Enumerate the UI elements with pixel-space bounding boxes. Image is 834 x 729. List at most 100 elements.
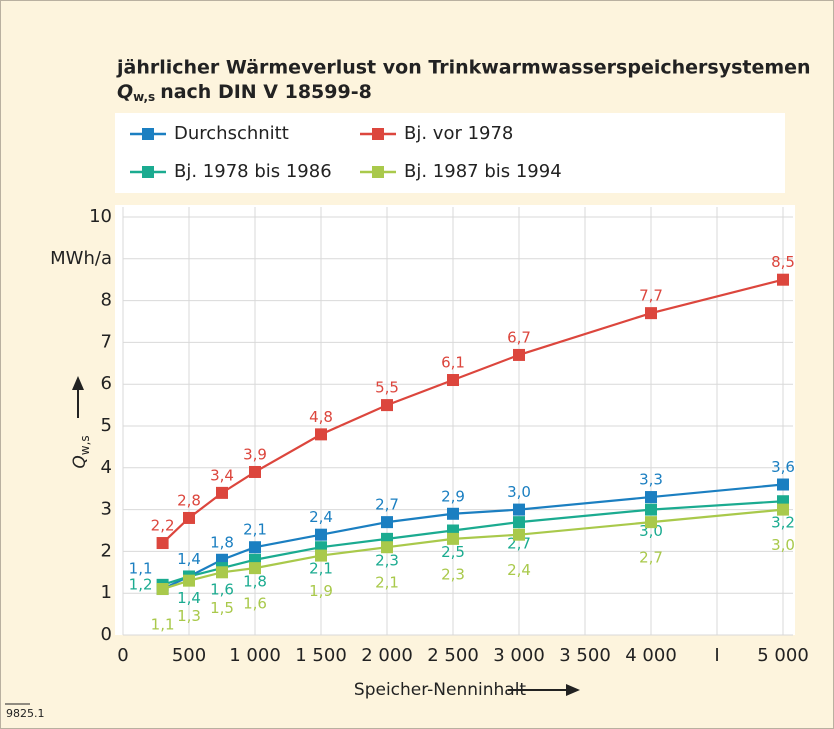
legend-marker — [372, 128, 384, 140]
value-label: 3,6 — [771, 458, 795, 476]
value-label: 1,2 — [129, 575, 153, 593]
value-label: 2,9 — [441, 487, 465, 505]
ylabel-symbol: Q — [70, 455, 90, 468]
value-label: 2,2 — [151, 517, 175, 535]
data-marker — [249, 562, 261, 575]
y-tick-label: 6 — [101, 373, 112, 394]
value-label: 2,1 — [375, 574, 399, 592]
data-marker — [156, 583, 169, 596]
value-label: 1,3 — [177, 607, 201, 625]
value-label: 2,3 — [375, 551, 399, 569]
y-tick-label: 7 — [101, 331, 112, 352]
value-label: 3,3 — [639, 471, 663, 489]
legend-marker — [372, 166, 384, 178]
subtitle-text: nach DIN V 18599-8 — [160, 81, 372, 103]
legend-box — [115, 113, 785, 193]
data-marker — [777, 503, 789, 516]
value-label: 2,1 — [309, 560, 333, 578]
data-marker — [216, 566, 228, 579]
value-label: 3,0 — [507, 483, 531, 501]
series-line — [161, 278, 784, 544]
y-tick-label: MWh/a — [50, 248, 112, 269]
legend-marker — [142, 166, 154, 178]
data-marker — [156, 537, 169, 550]
data-marker — [645, 307, 657, 320]
value-label: 2,1 — [243, 521, 267, 539]
data-marker — [183, 574, 195, 587]
value-label: 3,9 — [243, 445, 267, 463]
plot-area — [115, 205, 795, 635]
data-marker — [183, 511, 195, 524]
data-marker — [513, 503, 525, 516]
value-label: 1,9 — [309, 582, 333, 600]
value-label: 1,1 — [129, 560, 153, 578]
y-tick-label: 4 — [101, 457, 112, 478]
value-label: 1,6 — [210, 581, 234, 599]
value-label: 2,7 — [375, 496, 399, 514]
value-label: 4,8 — [309, 408, 333, 426]
data-marker — [777, 478, 789, 491]
x-tick-label: 4 000 — [625, 645, 677, 666]
data-marker — [645, 503, 657, 516]
x-tick-label: 3 000 — [493, 645, 545, 666]
data-marker — [777, 273, 789, 286]
value-label: 1,4 — [177, 589, 201, 607]
x-tick-label: 0 — [117, 645, 128, 666]
x-arrow-head — [566, 684, 580, 696]
x-tick-label: 1 500 — [295, 645, 347, 666]
data-marker — [513, 528, 525, 541]
value-label: 1,8 — [210, 533, 234, 551]
y-axis-label: Qw,s — [70, 435, 92, 468]
value-label: 2,4 — [507, 561, 531, 579]
series-line — [162, 500, 784, 586]
data-marker — [315, 549, 327, 562]
legend-label: Bj. 1978 bis 1986 — [174, 161, 332, 182]
data-marker — [216, 486, 228, 499]
data-marker — [249, 541, 261, 554]
series-line — [162, 483, 784, 591]
legend-marker — [142, 128, 154, 140]
y-tick-label: 2 — [101, 540, 112, 561]
data-marker — [381, 399, 393, 412]
ylabel-subscript: w,s — [78, 435, 92, 455]
x-tick-label: I — [714, 645, 719, 666]
x-axis-label: Speicher-Nenninhalt — [354, 680, 527, 700]
value-label: 8,5 — [771, 253, 795, 271]
value-label: 1,6 — [243, 595, 267, 613]
figure-id: 9825.1 — [6, 707, 45, 720]
series-line — [162, 508, 784, 591]
value-label: 5,5 — [375, 379, 399, 397]
value-label: 2,7 — [639, 549, 663, 567]
x-tick-label: 3 500 — [559, 645, 611, 666]
data-marker — [447, 507, 459, 520]
data-marker — [447, 374, 459, 387]
data-marker — [315, 428, 327, 441]
x-tick-label: 5 000 — [757, 645, 809, 666]
value-label: 3,2 — [771, 514, 795, 532]
data-marker — [381, 541, 393, 554]
value-label: 2,8 — [177, 491, 201, 509]
chart-subtitle: Qw,s nach DIN V 18599-8 — [117, 81, 372, 104]
value-label: 2,5 — [441, 543, 465, 561]
data-marker — [645, 516, 657, 529]
y-tick-label: 0 — [101, 624, 112, 645]
value-label: 2,3 — [441, 565, 465, 583]
value-label: 1,1 — [151, 616, 175, 634]
chart-title: jährlicher Wärmeverlust von Trinkwarmwas… — [116, 57, 811, 79]
legend-label: Bj. vor 1978 — [404, 123, 513, 144]
value-label: 7,7 — [639, 287, 663, 305]
data-marker — [447, 532, 459, 545]
data-marker — [315, 528, 327, 541]
y-tick-label: 1 — [101, 582, 112, 603]
data-marker — [513, 348, 525, 361]
y-tick-label: 5 — [101, 415, 112, 436]
value-label: 1,8 — [243, 572, 267, 590]
y-tick-label: 10 — [89, 206, 112, 227]
value-label: 3,4 — [210, 466, 234, 484]
value-label: 1,5 — [210, 599, 234, 617]
value-label: 1,4 — [177, 550, 201, 568]
y-arrow-head — [72, 376, 84, 390]
data-marker — [381, 516, 393, 529]
legend-label: Bj. 1987 bis 1994 — [404, 161, 562, 182]
x-tick-label: 2 000 — [361, 645, 413, 666]
